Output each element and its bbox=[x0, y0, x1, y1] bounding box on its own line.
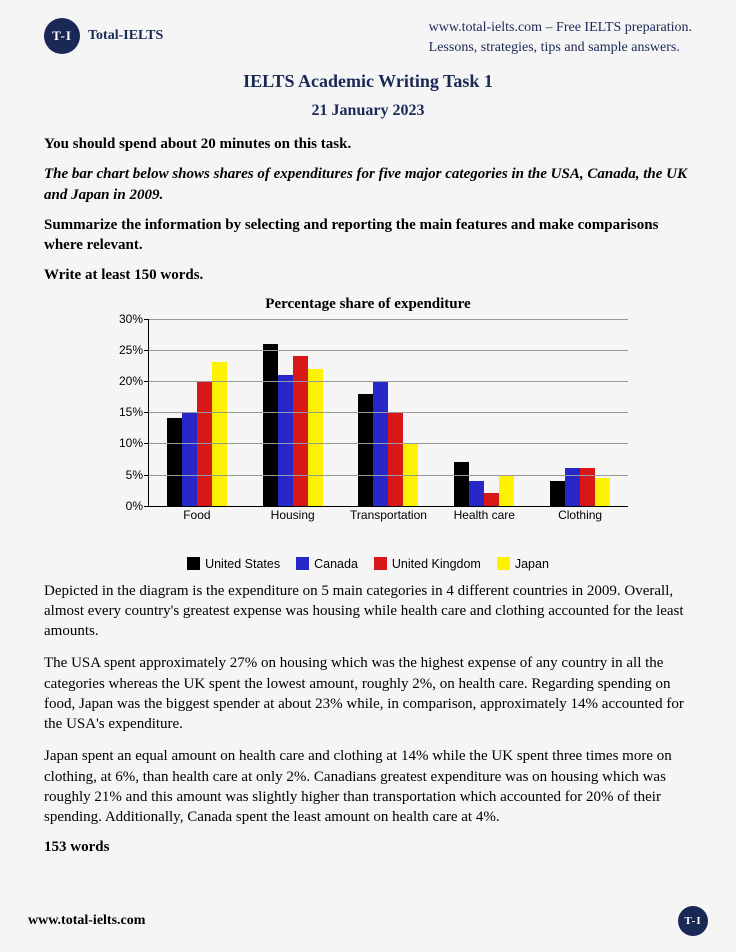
chart-legend: United States Canada United Kingdom Japan bbox=[108, 557, 628, 571]
header-line2: Lessons, strategies, tips and sample ans… bbox=[429, 38, 692, 58]
chart-ytick-mark bbox=[144, 443, 149, 444]
answer-paragraph-3: Japan spent an equal amount on health ca… bbox=[44, 746, 692, 827]
legend-item: Japan bbox=[497, 557, 549, 571]
legend-swatch bbox=[187, 557, 200, 570]
logo-text: Total-IELTS bbox=[88, 28, 163, 44]
legend-label: Canada bbox=[314, 557, 358, 571]
legend-swatch bbox=[497, 557, 510, 570]
chart-axes: FoodHousingTransportationHealth careClot… bbox=[148, 319, 628, 507]
chart-gridline bbox=[149, 475, 628, 476]
chart-gridline bbox=[149, 381, 628, 382]
chart-bar bbox=[308, 369, 323, 506]
page-footer: www.total-ielts.com T-I bbox=[28, 906, 708, 936]
logo: T-I Total-IELTS bbox=[44, 18, 163, 54]
chart-xlabel: Transportation bbox=[341, 508, 437, 522]
chart-bar bbox=[484, 493, 499, 505]
chart-bar bbox=[278, 375, 293, 506]
chart-bar bbox=[469, 481, 484, 506]
legend-item: United States bbox=[187, 557, 280, 571]
chart-ytick-mark bbox=[144, 381, 149, 382]
chart-bar bbox=[550, 481, 565, 506]
chart-gridline bbox=[149, 412, 628, 413]
chart-bar bbox=[182, 412, 197, 506]
chart-ytick-mark bbox=[144, 319, 149, 320]
instruction-summarize: Summarize the information by selecting a… bbox=[44, 215, 692, 256]
chart-bar bbox=[388, 412, 403, 506]
chart-gridline bbox=[149, 319, 628, 320]
chart-bar bbox=[595, 478, 610, 506]
chart-bar bbox=[293, 356, 308, 506]
expenditure-chart: FoodHousingTransportationHealth careClot… bbox=[108, 319, 628, 571]
chart-bar bbox=[358, 394, 373, 506]
chart-ytick-mark bbox=[144, 475, 149, 476]
page-date: 21 January 2023 bbox=[44, 102, 692, 120]
chart-ytick-mark bbox=[144, 412, 149, 413]
chart-xlabel: Clothing bbox=[532, 508, 628, 522]
logo-badge: T-I bbox=[44, 18, 80, 54]
legend-swatch bbox=[296, 557, 309, 570]
chart-bar bbox=[454, 462, 469, 506]
chart-x-labels: FoodHousingTransportationHealth careClot… bbox=[149, 508, 628, 522]
chart-gridline bbox=[149, 350, 628, 351]
chart-bar bbox=[263, 344, 278, 506]
footer-logo-badge: T-I bbox=[678, 906, 708, 936]
instruction-wordmin: Write at least 150 words. bbox=[44, 265, 692, 285]
legend-label: Japan bbox=[515, 557, 549, 571]
chart-ytick-mark bbox=[144, 350, 149, 351]
chart-bar bbox=[212, 362, 227, 505]
chart-xlabel: Health care bbox=[436, 508, 532, 522]
legend-swatch bbox=[374, 557, 387, 570]
answer-paragraph-1: Depicted in the diagram is the expenditu… bbox=[44, 581, 692, 642]
legend-label: United States bbox=[205, 557, 280, 571]
chart-gridline bbox=[149, 443, 628, 444]
instruction-prompt: The bar chart below shows shares of expe… bbox=[44, 164, 692, 205]
legend-label: United Kingdom bbox=[392, 557, 481, 571]
header-line1: www.total-ielts.com – Free IELTS prepara… bbox=[429, 18, 692, 38]
chart-xlabel: Housing bbox=[245, 508, 341, 522]
page-header: T-I Total-IELTS www.total-ielts.com – Fr… bbox=[44, 18, 692, 57]
chart-bar bbox=[167, 418, 182, 505]
answer-paragraph-2: The USA spent approximately 27% on housi… bbox=[44, 653, 692, 734]
chart-ytick-mark bbox=[144, 506, 149, 507]
chart-title: Percentage share of expenditure bbox=[44, 296, 692, 313]
chart-xlabel: Food bbox=[149, 508, 245, 522]
legend-item: Canada bbox=[296, 557, 358, 571]
legend-item: United Kingdom bbox=[374, 557, 481, 571]
word-count: 153 words bbox=[44, 839, 692, 856]
header-tagline: www.total-ielts.com – Free IELTS prepara… bbox=[429, 18, 692, 57]
instruction-time: You should spend about 20 minutes on thi… bbox=[44, 134, 692, 154]
page-title: IELTS Academic Writing Task 1 bbox=[44, 71, 692, 92]
chart-plot-area: FoodHousingTransportationHealth careClot… bbox=[148, 319, 628, 529]
footer-url: www.total-ielts.com bbox=[28, 913, 145, 929]
chart-bar bbox=[499, 475, 514, 506]
